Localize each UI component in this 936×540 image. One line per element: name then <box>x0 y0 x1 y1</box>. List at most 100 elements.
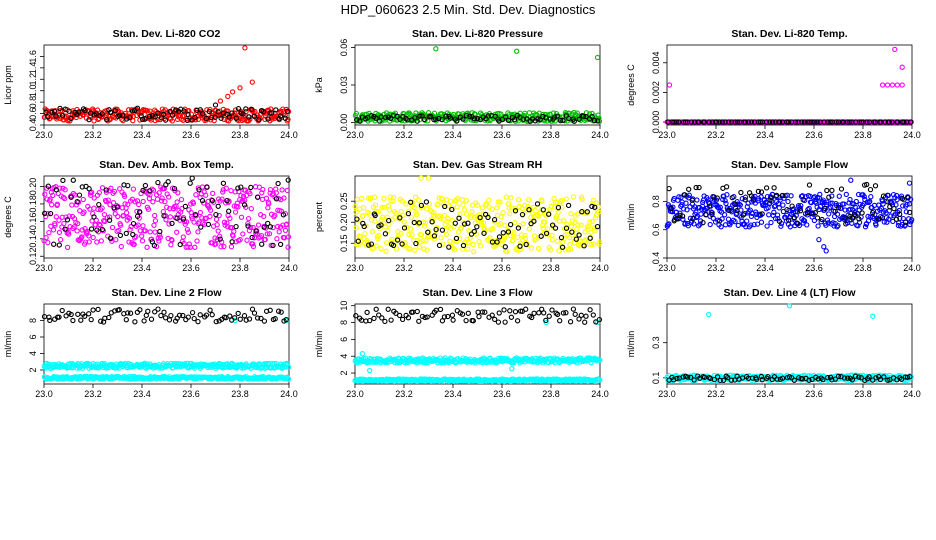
data-point <box>273 196 280 202</box>
data-point <box>474 115 481 122</box>
data-point <box>732 201 738 207</box>
data-point <box>57 237 64 243</box>
data-point <box>778 223 784 229</box>
data-point <box>267 186 274 193</box>
data-point <box>226 114 232 120</box>
data-point <box>57 105 63 112</box>
data-point <box>42 191 48 197</box>
data-point <box>507 221 514 228</box>
data-point <box>495 199 501 205</box>
data-point <box>852 204 858 210</box>
data-point <box>832 376 838 382</box>
y-axis-label: ml/min <box>626 331 636 358</box>
data-point <box>563 196 569 202</box>
data-point <box>500 230 506 236</box>
data-point <box>567 319 574 325</box>
data-point <box>820 197 826 203</box>
data-point <box>258 315 264 322</box>
data-point <box>353 313 359 319</box>
data-point <box>228 244 235 250</box>
data-point <box>249 106 255 113</box>
data-point <box>220 180 227 186</box>
data-point <box>284 221 290 227</box>
data-point <box>191 315 197 322</box>
data-point <box>269 110 275 116</box>
data-point <box>386 207 393 213</box>
data-point <box>740 212 747 218</box>
data-point <box>372 212 378 219</box>
data-point <box>576 232 582 238</box>
data-point <box>519 232 525 238</box>
x-tick-label: 23.8 <box>231 263 249 273</box>
data-point <box>169 118 176 124</box>
data-point <box>903 209 909 215</box>
data-point <box>368 241 375 247</box>
data-point <box>413 209 419 215</box>
y-tick-label: 0.002 <box>651 81 661 104</box>
data-point <box>873 222 879 228</box>
data-point <box>457 235 463 242</box>
data-point <box>107 109 114 116</box>
data-point <box>463 197 469 204</box>
data-point <box>467 113 473 119</box>
x-tick-label: 24.0 <box>280 389 298 399</box>
data-point <box>582 319 588 325</box>
data-point <box>373 115 379 121</box>
x-tick-label: 24.0 <box>903 130 921 140</box>
data-point <box>732 119 738 125</box>
data-point <box>47 210 54 217</box>
data-point <box>481 230 487 236</box>
data-point <box>461 207 468 213</box>
data-point <box>169 237 175 244</box>
data-point <box>495 319 502 325</box>
data-point <box>531 310 537 316</box>
data-point <box>444 218 450 225</box>
data-point <box>894 82 900 88</box>
data-point <box>375 209 382 215</box>
data-point <box>591 225 598 231</box>
data-point <box>228 187 234 194</box>
x-tick-label: 23.4 <box>133 389 151 399</box>
data-point <box>388 317 394 323</box>
data-point <box>476 239 482 245</box>
x-tick-label: 23.6 <box>493 130 511 140</box>
data-point <box>185 314 191 320</box>
data-point <box>745 119 752 125</box>
y-axis-label: ml/min <box>626 204 636 231</box>
data-point <box>589 203 595 210</box>
data-point <box>520 221 526 227</box>
data-point <box>479 205 485 211</box>
data-point <box>486 197 492 203</box>
data-point <box>447 238 453 244</box>
data-point <box>216 212 222 219</box>
data-point <box>742 194 749 200</box>
data-point <box>853 119 859 125</box>
data-point <box>282 227 289 234</box>
data-point <box>213 318 219 325</box>
data-point <box>187 180 193 186</box>
data-point <box>867 198 873 205</box>
panel-4: Stan. Dev. Amb. Box Temp.degrees C23.0 23… <box>3 159 298 273</box>
data-point <box>685 223 691 229</box>
data-point <box>906 180 913 186</box>
data-point <box>836 204 842 211</box>
data-point <box>809 376 815 383</box>
x-tick-label: 23.2 <box>707 263 725 273</box>
data-point <box>824 217 831 223</box>
data-point <box>245 220 251 227</box>
data-point <box>116 307 122 313</box>
data-point <box>167 214 174 220</box>
data-point <box>832 208 838 215</box>
series-2 <box>42 175 291 249</box>
data-point <box>595 204 601 210</box>
data-point <box>485 113 491 119</box>
data-point <box>137 209 143 215</box>
data-point <box>562 247 569 253</box>
data-point <box>674 375 680 382</box>
data-point <box>694 197 700 203</box>
data-point <box>851 211 858 218</box>
data-point <box>465 246 471 252</box>
data-point <box>213 216 220 222</box>
data-point <box>547 247 554 253</box>
